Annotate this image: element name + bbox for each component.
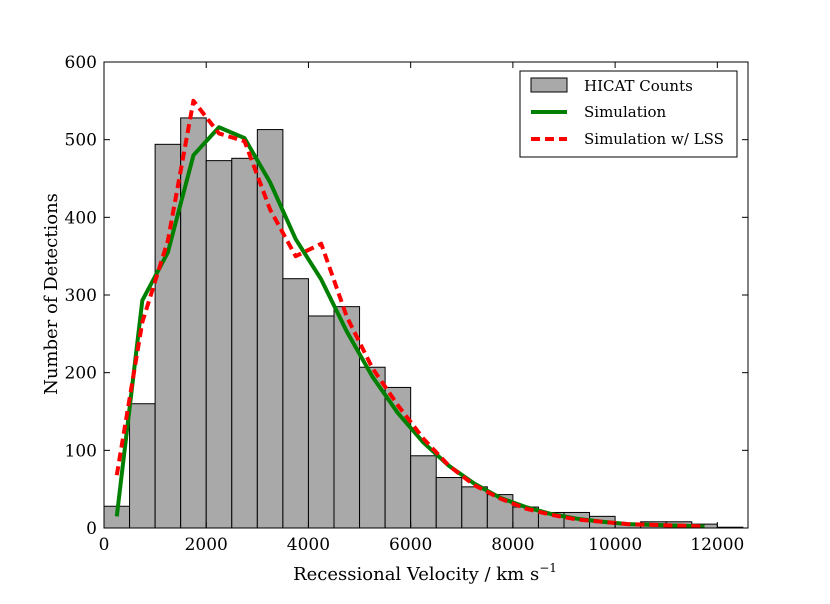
x-tick-label: 8000 bbox=[491, 535, 534, 555]
y-tick-label: 100 bbox=[65, 441, 97, 461]
histogram-bars bbox=[103, 117, 744, 529]
y-axis-label: Number of Detections bbox=[41, 193, 62, 395]
histogram-bar bbox=[333, 306, 361, 529]
legend-label-hicat-counts: HICAT Counts bbox=[584, 77, 693, 95]
histogram-bar bbox=[205, 160, 233, 529]
y-axis-ticks: 0 100 200 300 400 500 600 bbox=[65, 53, 748, 539]
series-line-simulation bbox=[114, 125, 705, 529]
y-tick-label: 300 bbox=[65, 286, 97, 306]
y-tick-label: 200 bbox=[65, 364, 97, 384]
legend: HICAT Counts Simulation Simulation w/ LS… bbox=[519, 70, 738, 158]
histogram-bar bbox=[154, 143, 182, 529]
x-tick-label: 10000 bbox=[588, 535, 642, 555]
legend-label-simulation: Simulation bbox=[584, 103, 667, 121]
histogram-bar bbox=[410, 455, 437, 529]
legend-label-simulation-lss: Simulation w/ LSS bbox=[584, 130, 724, 148]
y-tick-label: 400 bbox=[65, 208, 97, 228]
y-tick-label: 600 bbox=[65, 53, 97, 73]
x-axis-label: Recessional Velocity / km s−1 bbox=[293, 561, 557, 585]
histogram-bar bbox=[435, 477, 463, 529]
x-tick-label: 2000 bbox=[185, 535, 228, 555]
histogram-bar bbox=[231, 157, 258, 529]
histogram-bar bbox=[129, 403, 156, 529]
series-line-simulation-lss bbox=[114, 98, 705, 529]
legend-swatch-hicat-counts bbox=[530, 77, 568, 93]
x-tick-label: 6000 bbox=[389, 535, 432, 555]
y-tick-label: 500 bbox=[65, 131, 97, 151]
histogram-bar bbox=[180, 117, 207, 529]
histogram-bar bbox=[461, 486, 488, 529]
x-tick-label: 0 bbox=[99, 535, 110, 555]
histogram-bar bbox=[307, 315, 335, 529]
series-lines bbox=[114, 98, 705, 529]
histogram-bar bbox=[256, 129, 284, 529]
x-tick-label: 4000 bbox=[287, 535, 330, 555]
histogram-bar bbox=[282, 278, 309, 529]
x-axis-ticks: 0 2000 4000 6000 8000 10000 12000 bbox=[99, 62, 744, 555]
histogram-bar bbox=[359, 366, 386, 529]
y-tick-label: 0 bbox=[86, 519, 97, 539]
x-tick-label: 12000 bbox=[690, 535, 744, 555]
